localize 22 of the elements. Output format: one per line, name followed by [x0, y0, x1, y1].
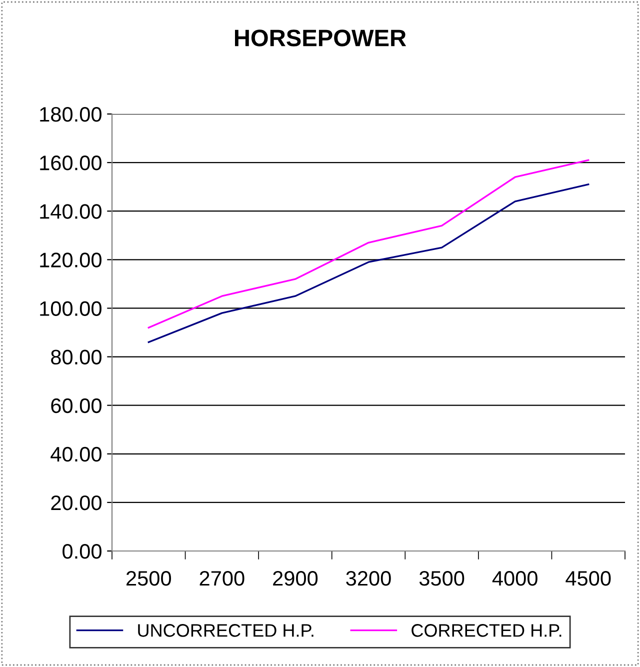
line-series — [148, 159, 590, 328]
chart-title: HORSEPOWER — [234, 30, 406, 46]
y-tick-label: 120.00 — [40, 252, 102, 268]
y-tick-label: 140.00 — [40, 204, 102, 219]
y-tick-label: 60.00 — [51, 398, 102, 414]
x-tick-label: 2900 — [273, 570, 318, 586]
y-tick-label: 20.00 — [51, 495, 102, 510]
y-tick-label: 80.00 — [51, 350, 102, 365]
y-tick-label: 100.00 — [40, 301, 102, 316]
x-tick-label: 2700 — [200, 570, 244, 586]
x-tick-label: 3500 — [419, 570, 464, 586]
legend-label: UNCORRECTED H.P. — [138, 624, 314, 637]
x-tick-label: 4500 — [566, 570, 611, 586]
y-tick-label: 160.00 — [40, 156, 102, 170]
y-tick-label: 40.00 — [50, 446, 102, 462]
x-tick-label: 3200 — [346, 570, 391, 586]
x-tick-label: 4000 — [492, 570, 538, 586]
line-series — [148, 184, 590, 344]
x-tick-label: 2500 — [126, 570, 172, 586]
y-tick-label: 180.00 — [40, 107, 102, 122]
y-tick-label: 0.00 — [62, 544, 102, 559]
legend-label: CORRECTED H.P. — [412, 624, 562, 637]
